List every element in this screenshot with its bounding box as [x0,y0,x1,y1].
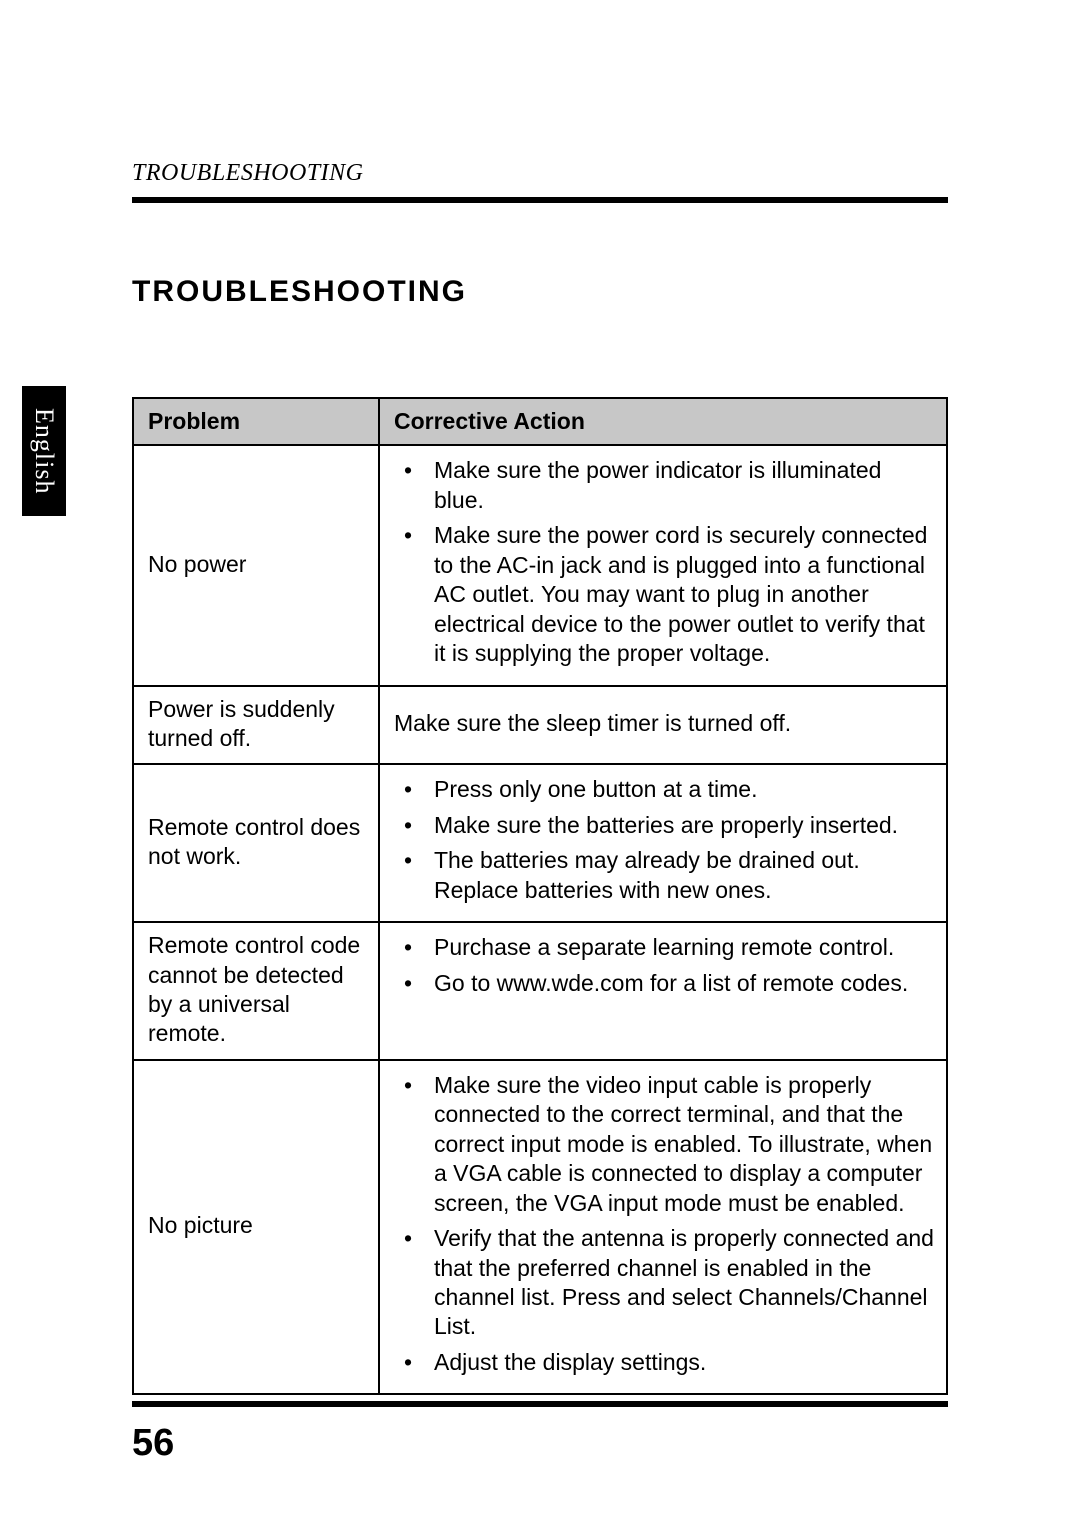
action-item: Make sure the power cord is securely con… [394,521,936,668]
action-cell: Make sure the sleep timer is turned off. [379,686,947,765]
col-header-problem: Problem [133,398,379,445]
problem-cell: Remote control does not work. [133,764,379,922]
section-title: TROUBLESHOOTING [132,275,948,309]
action-list: Make sure the video input cable is prope… [394,1071,936,1377]
action-list: Make sure the power indicator is illumin… [394,456,936,668]
col-header-action: Corrective Action [379,398,947,445]
action-list: Press only one button at a time. Make su… [394,775,936,905]
action-list: Purchase a separate learning remote cont… [394,933,936,998]
action-item: Go to www.wde.com for a list of remote c… [394,969,936,998]
action-cell: Make sure the video input cable is prope… [379,1060,947,1394]
action-item: Adjust the display settings. [394,1348,936,1377]
table-row: No power Make sure the power indicator i… [133,445,947,685]
problem-cell: Power is suddenly turned off. [133,686,379,765]
action-cell: Press only one button at a time. Make su… [379,764,947,922]
problem-cell: No picture [133,1060,379,1394]
footer-rule [132,1401,948,1407]
problem-cell: No power [133,445,379,685]
action-item: Make sure the video input cable is prope… [394,1071,936,1218]
action-cell: Purchase a separate learning remote cont… [379,922,947,1060]
action-cell: Make sure the power indicator is illumin… [379,445,947,685]
action-item: Press only one button at a time. [394,775,936,804]
language-tab: English [22,386,66,516]
table-row: Remote control does not work. Press only… [133,764,947,922]
manual-page: English TROUBLESHOOTING TROUBLESHOOTING … [0,0,1080,1529]
table-row: Power is suddenly turned off. Make sure … [133,686,947,765]
action-item: The batteries may already be drained out… [394,846,936,905]
header-rule [132,197,948,203]
language-tab-label: English [29,408,59,494]
table-header-row: Problem Corrective Action [133,398,947,445]
action-item: Make sure the power indicator is illumin… [394,456,936,515]
action-item: Make sure the batteries are properly ins… [394,811,936,840]
troubleshooting-table: Problem Corrective Action No power Make … [132,397,948,1395]
action-item: Purchase a separate learning remote cont… [394,933,936,962]
running-header: TROUBLESHOOTING [132,160,948,187]
page-number: 56 [132,1422,174,1465]
action-item: Verify that the antenna is properly conn… [394,1224,936,1342]
table-row: Remote control code cannot be detected b… [133,922,947,1060]
problem-cell: Remote control code cannot be detected b… [133,922,379,1060]
table-row: No picture Make sure the video input cab… [133,1060,947,1394]
